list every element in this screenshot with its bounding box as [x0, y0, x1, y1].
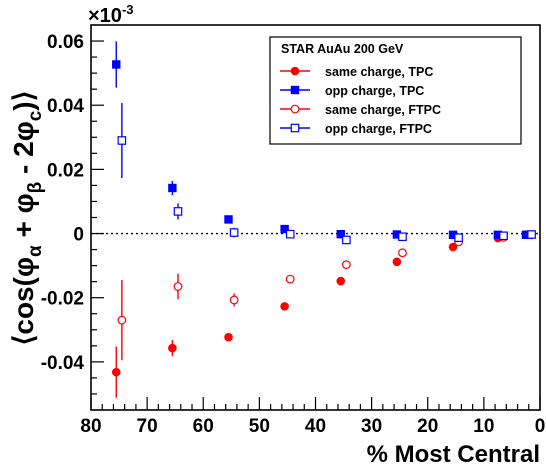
y-tick-label: -0.02	[41, 289, 84, 310]
legend: STAR AuAu 200 GeV same charge, TPC opp ch…	[269, 36, 522, 145]
legend-marker	[290, 104, 300, 114]
legend-header: STAR AuAu 200 GeV	[281, 42, 404, 56]
plot-area	[91, 41, 540, 398]
data-point	[336, 276, 346, 286]
data-point	[111, 367, 121, 377]
y-axis: -0.04 -0.02 0 0.02 0.04 0.06	[41, 32, 104, 395]
data-point	[224, 332, 233, 342]
data-point	[229, 295, 239, 305]
y-title-sub-c: c	[25, 110, 46, 121]
data-point	[398, 232, 407, 242]
x-axis: 80 70 60 50 40 30 20 10 0	[80, 397, 545, 437]
data-point	[342, 235, 351, 245]
data-point	[392, 257, 402, 267]
legend-label: opp charge, TPC	[325, 84, 424, 98]
data-point	[117, 136, 127, 145]
data-point	[499, 231, 508, 241]
data-point	[448, 242, 458, 252]
y-tick-label: 0.06	[47, 32, 84, 53]
series-opp-charge-ftpc	[117, 102, 536, 245]
y-axis-title: ⟨cos(φα + φβ - 2φc)⟩	[8, 90, 46, 345]
legend-label: same charge, FTPC	[325, 103, 441, 117]
y-title-mid: + φ	[8, 193, 39, 245]
x-tick-label: 50	[249, 416, 270, 437]
legend-label: opp charge, FTPC	[325, 122, 432, 136]
y-title-tail: - 2φ	[8, 121, 39, 181]
legend-marker	[290, 123, 300, 133]
y-tick-label: 0.02	[47, 160, 84, 181]
y-tick-label: 0.04	[47, 96, 84, 117]
y-tick-label: -0.04	[41, 353, 85, 374]
data-point	[341, 260, 351, 270]
y-exponent-power: -3	[122, 2, 134, 17]
y-title-open: ⟨cos(φ	[8, 257, 39, 346]
data-point	[117, 315, 127, 325]
y-exponent-base: ×10	[88, 5, 122, 27]
x-tick-label: 30	[361, 416, 382, 437]
data-point	[527, 230, 536, 239]
data-point	[168, 343, 177, 353]
data-point	[168, 183, 177, 193]
data-point	[112, 60, 121, 69]
legend-entry: opp charge, TPC	[280, 84, 424, 98]
data-point	[285, 229, 295, 239]
y-tick-label: 0	[73, 225, 84, 246]
x-tick-label: 80	[80, 416, 101, 437]
legend-box	[269, 36, 522, 145]
series-same-charge-ftpc	[117, 230, 536, 361]
y-title-sub-alpha: α	[25, 245, 46, 257]
legend-entry: same charge, TPC	[280, 65, 433, 79]
data-point	[398, 248, 407, 258]
legend-entries: same charge, TPC opp charge, TPC same char…	[280, 65, 441, 136]
x-axis-title: % Most Central	[367, 441, 540, 468]
legend-entry: opp charge, FTPC	[280, 122, 432, 136]
y-title-close: )⟩	[8, 90, 39, 110]
data-point	[280, 302, 289, 311]
y-exponent-label: ×10-3	[88, 2, 134, 27]
x-tick-label: 60	[193, 416, 214, 437]
x-tick-label: 40	[305, 416, 326, 437]
data-point	[229, 228, 239, 237]
y-title-sub-beta: β	[25, 182, 46, 194]
legend-marker	[290, 66, 300, 76]
data-point	[173, 282, 183, 291]
data-point	[280, 224, 289, 234]
legend-label: same charge, TPC	[325, 65, 433, 79]
data-point	[454, 233, 463, 243]
data-point	[336, 229, 345, 239]
legend-marker	[290, 85, 300, 95]
series-opp-charge-tpc	[112, 41, 531, 240]
series-same-charge-tpc	[111, 230, 531, 398]
x-tick-label: 10	[473, 416, 494, 437]
x-tick-label: 0	[535, 416, 546, 437]
legend-entry: same charge, FTPC	[280, 103, 441, 117]
x-tick-label: 20	[417, 416, 438, 437]
data-point	[285, 274, 295, 284]
data-point	[224, 215, 233, 224]
data-point	[173, 207, 183, 216]
x-tick-label: 70	[137, 416, 158, 437]
